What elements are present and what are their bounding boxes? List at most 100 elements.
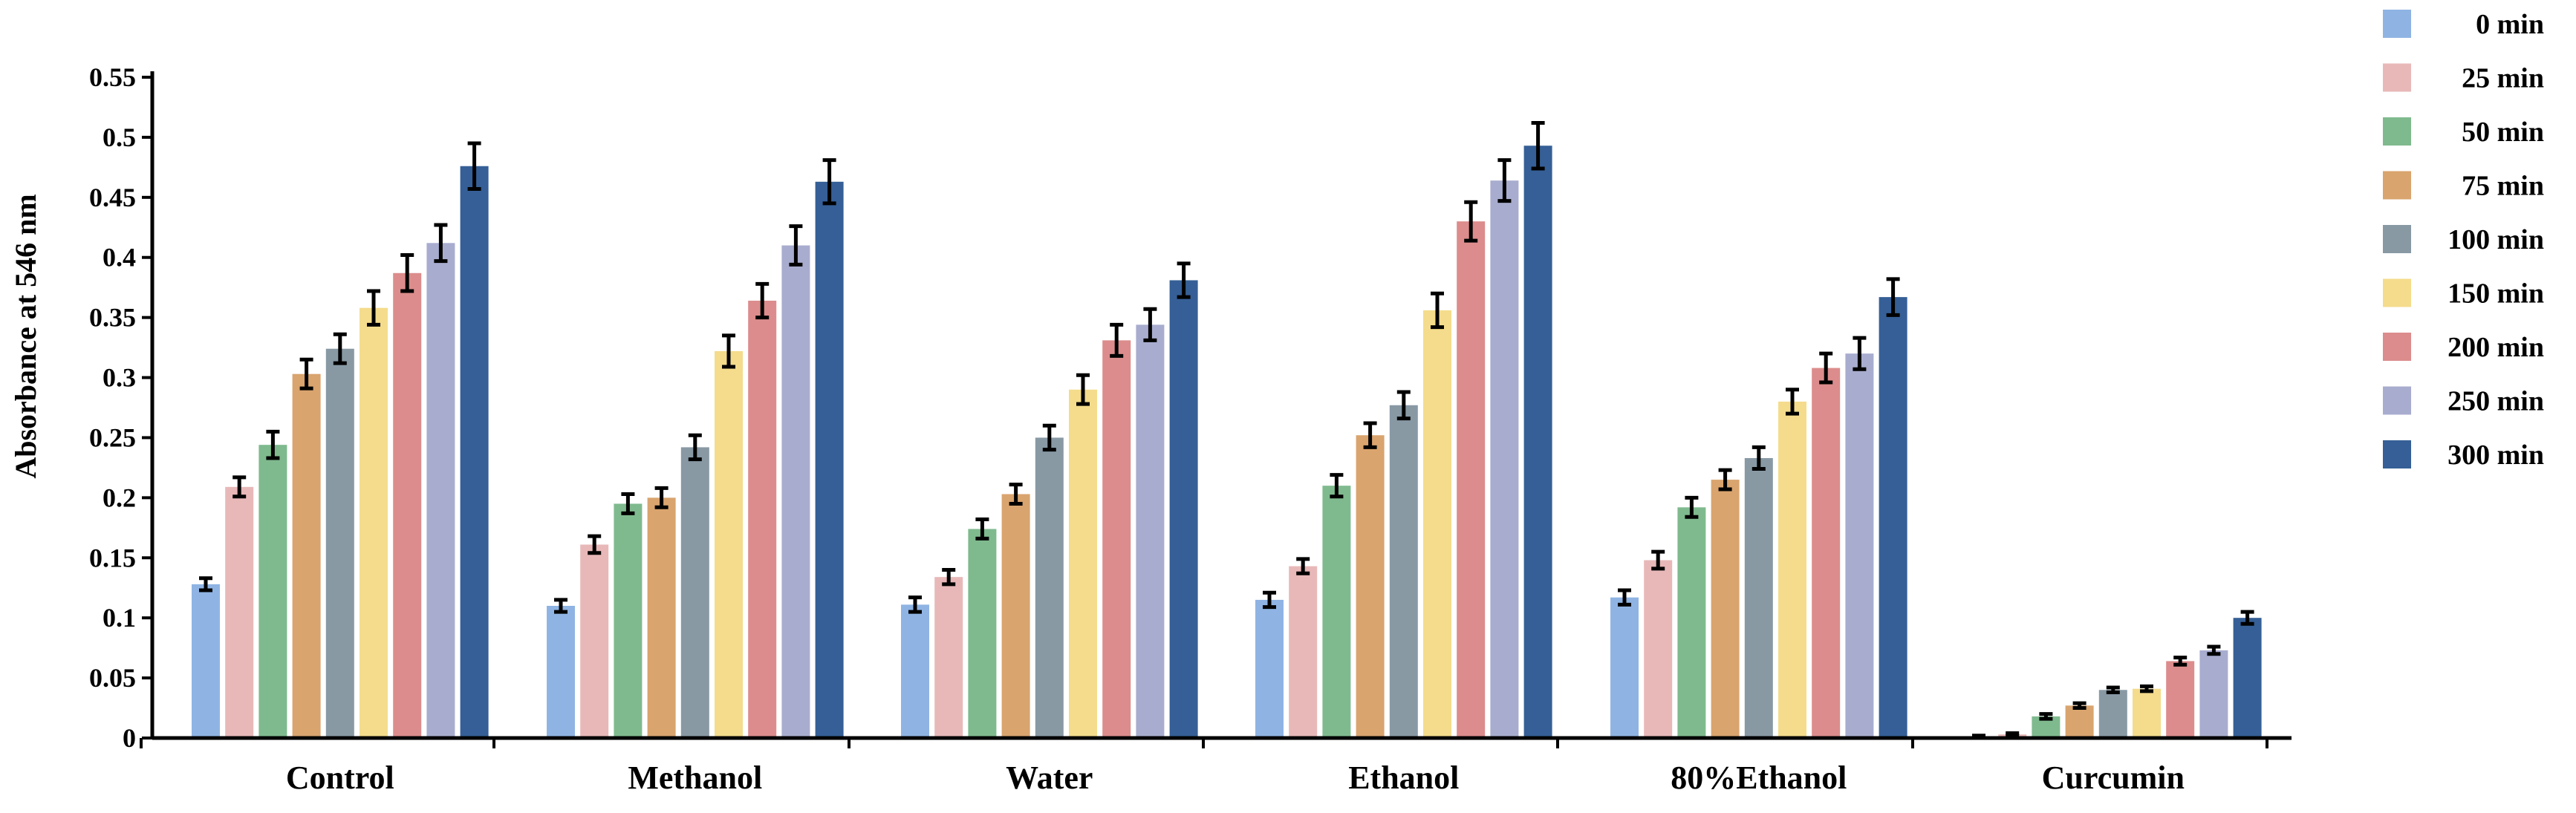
error-bar (1886, 277, 1900, 317)
error-bar (1110, 322, 1124, 358)
error-bar (1431, 291, 1444, 330)
x-tick-label: Control (286, 760, 394, 796)
error-bar (2072, 701, 2087, 711)
bar-ethanol-300min (1523, 146, 1552, 739)
bar-water-200min (1102, 340, 1131, 738)
bar-80-ethanol-300min (1879, 297, 1907, 738)
bar-methanol-200min (748, 300, 777, 738)
error-bar (1177, 261, 1191, 299)
error-bar (1009, 483, 1023, 506)
error-bar (1330, 473, 1344, 499)
bar-water-100min (1035, 437, 1064, 738)
legend-label: 300 min (2447, 440, 2544, 471)
bar-water-0min (901, 604, 929, 738)
bar-80-ethanol-150min (1778, 401, 1806, 738)
bar-control-200min (393, 272, 422, 738)
legend: 0 min 25 min 50 min 75 min 100 min 150 min 200… (2383, 9, 2544, 471)
bar-control-75min (292, 373, 321, 738)
error-bar (1042, 423, 1056, 452)
bar-water-50min (968, 529, 997, 738)
bar-ethanol-250min (1490, 180, 1519, 738)
error-bar (1296, 557, 1310, 575)
legend-label: 100 min (2447, 224, 2544, 255)
error-bar (822, 158, 836, 206)
legend-swatch (2383, 10, 2411, 38)
legend-swatch (2383, 63, 2411, 92)
error-bar (2039, 712, 2053, 721)
error-bar (199, 576, 212, 592)
legend-item: 150 min (2383, 278, 2544, 310)
y-tick-label: 0.2 (103, 483, 136, 512)
y-tick-label: 0.05 (89, 663, 136, 693)
bar-methanol-0min (547, 606, 575, 738)
error-bar (434, 223, 448, 264)
legend-swatch (2383, 333, 2411, 361)
legend-swatch (2383, 171, 2411, 200)
y-tick-label: 0.3 (103, 363, 136, 393)
error-bar (467, 141, 481, 191)
bar-control-250min (426, 243, 455, 738)
error-bar (755, 281, 770, 320)
legend-swatch (2383, 386, 2411, 415)
bar-methanol-25min (580, 544, 609, 738)
error-bar (299, 357, 313, 391)
legend-label: 150 min (2447, 278, 2544, 310)
bar-water-150min (1069, 389, 1097, 738)
legend-label: 0 min (2476, 9, 2544, 40)
legend-item: 75 min (2383, 171, 2544, 202)
error-bar (722, 333, 735, 369)
bar-80-ethanol-0min (1610, 597, 1639, 738)
error-bar (1685, 495, 1699, 519)
bar-curcumin-250min (2199, 650, 2228, 738)
y-tick-label: 0.4 (103, 243, 136, 272)
error-bar (1143, 307, 1157, 342)
error-bar (1497, 158, 1512, 203)
x-tick-label: Ethanol (1348, 760, 1459, 796)
bar-methanol-250min (781, 245, 810, 739)
bar-curcumin-100min (2098, 690, 2127, 738)
bar-80-ethanol-100min (1744, 457, 1773, 738)
error-bar (367, 289, 380, 327)
error-bar (621, 492, 635, 515)
error-bar (2240, 610, 2254, 626)
legend-item: 50 min (2383, 117, 2544, 148)
error-bar (1531, 120, 1545, 171)
error-bar (2207, 644, 2221, 656)
legend-item: 0 min (2383, 9, 2544, 40)
error-bar (588, 534, 602, 555)
x-tick-label: Water (1006, 760, 1093, 796)
y-axis-title-group: Absorbance at 546 nm (9, 194, 42, 478)
chart-marks (192, 120, 2262, 740)
error-bar (554, 598, 567, 614)
error-bar (2106, 685, 2120, 695)
legend-label: 200 min (2447, 332, 2544, 363)
error-bar (1464, 200, 1478, 243)
bar-ethanol-25min (1289, 566, 1318, 738)
error-bar (1363, 421, 1377, 449)
legend-item: 200 min (2383, 332, 2544, 363)
legend-item: 300 min (2383, 440, 2544, 471)
bar-methanol-300min (815, 181, 844, 739)
error-bar (232, 475, 247, 499)
y-tick-label: 0.35 (89, 303, 136, 333)
bar-water-75min (1001, 494, 1030, 738)
y-tick-label: 0 (123, 723, 136, 753)
bar-control-0min (192, 584, 220, 738)
bar-80-ethanol-50min (1677, 507, 1706, 738)
bar-water-250min (1136, 324, 1165, 738)
error-bar (1786, 388, 1799, 416)
error-bar (1263, 590, 1276, 610)
legend-label: 250 min (2447, 386, 2544, 417)
bar-curcumin-75min (2065, 705, 2094, 738)
y-tick-label: 0.25 (89, 422, 136, 452)
bar-80-ethanol-250min (1845, 353, 1874, 738)
bar-ethanol-0min (1255, 599, 1284, 738)
x-tick-label: Methanol (628, 760, 762, 796)
legend-swatch (2383, 225, 2411, 253)
y-tick-label: 0.45 (89, 183, 136, 212)
bar-control-150min (360, 307, 388, 738)
x-tick-label: 80%Ethanol (1671, 760, 1847, 796)
legend-label: 75 min (2462, 171, 2544, 202)
error-bar (942, 567, 956, 587)
